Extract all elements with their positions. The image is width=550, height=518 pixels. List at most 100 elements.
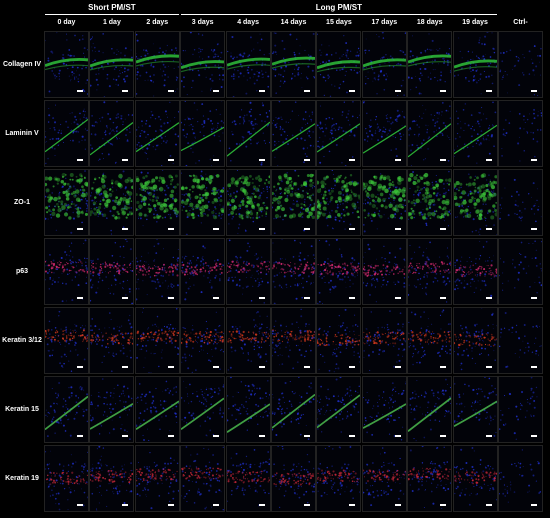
- scale-bar: [304, 366, 310, 368]
- row-label: ZO-1: [14, 198, 30, 206]
- scale-bar: [167, 435, 174, 437]
- scale-bar: [77, 366, 83, 368]
- micrograph-panel: [452, 307, 498, 374]
- micrograph-panel: [361, 100, 407, 167]
- micrograph-panel: [225, 100, 271, 167]
- micrograph-panel: [361, 169, 407, 236]
- micrograph-panel: [452, 238, 498, 305]
- micrograph-panel: [44, 307, 89, 374]
- scale-bar: [349, 90, 356, 92]
- scale-bar: [304, 90, 310, 92]
- micrograph-panel: [44, 31, 89, 98]
- micrograph-panel: [180, 169, 226, 236]
- micrograph-panel: [316, 238, 362, 305]
- micrograph-panel: [271, 31, 316, 98]
- scale-bar: [349, 504, 356, 506]
- micrograph-panel: [452, 31, 498, 98]
- micrograph-panel: [316, 169, 362, 236]
- micrograph-panel: [498, 376, 543, 443]
- scale-bar: [213, 228, 220, 230]
- scale-bar: [440, 366, 447, 368]
- row-label: Collagen IV: [2, 60, 42, 68]
- row-label: Keratin 3/12: [2, 336, 42, 344]
- micrograph-panel: [225, 238, 271, 305]
- scale-bar: [213, 297, 220, 299]
- micrograph-panel: [134, 376, 180, 443]
- micrograph-panel: [271, 376, 316, 443]
- micrograph-panel: [452, 169, 498, 236]
- micrograph-panel: [361, 31, 407, 98]
- micrograph-panel: [407, 169, 453, 236]
- scale-bar: [167, 297, 174, 299]
- scale-bar: [394, 297, 401, 299]
- scale-bar: [440, 297, 447, 299]
- scale-bar: [213, 366, 220, 368]
- scale-bar: [77, 90, 83, 92]
- micrograph-panel: [498, 100, 543, 167]
- micrograph-panel: [361, 307, 407, 374]
- micrograph-panel: [134, 445, 180, 512]
- micrograph-panel: [498, 31, 543, 98]
- row-label: Keratin 19: [5, 474, 39, 482]
- scale-bar: [304, 228, 310, 230]
- micrograph-panel: [407, 100, 453, 167]
- micrograph-panel: [44, 100, 89, 167]
- scale-bar: [77, 159, 83, 161]
- micrograph-panel: [452, 445, 498, 512]
- column-label: 15 days: [326, 19, 352, 26]
- micrograph-panel: [316, 376, 362, 443]
- scale-bar: [213, 435, 220, 437]
- scale-bar: [485, 297, 492, 299]
- micrograph-panel: [316, 307, 362, 374]
- micrograph-panel: [407, 31, 453, 98]
- micrograph-panel: [44, 376, 89, 443]
- scale-bar: [304, 159, 310, 161]
- micrograph-panel: [180, 376, 226, 443]
- column-label: 14 days: [280, 19, 307, 26]
- group-label: Short PM/ST: [88, 3, 136, 12]
- scale-bar: [77, 435, 83, 437]
- micrograph-panel: [361, 445, 407, 512]
- micrograph-panel: [498, 169, 543, 236]
- row-label: Keratin 15: [5, 405, 39, 413]
- micrograph-panel: [498, 445, 543, 512]
- column-label: Ctrl-: [513, 19, 528, 26]
- scale-bar: [213, 90, 220, 92]
- scale-bar: [122, 435, 129, 437]
- scale-bar: [167, 228, 174, 230]
- scale-bar: [394, 228, 401, 230]
- column-label: 17 days: [371, 19, 398, 26]
- micrograph-panel: [180, 445, 226, 512]
- scale-bar: [258, 297, 265, 299]
- row-label: Laminin V: [5, 129, 39, 137]
- scale-bar: [304, 435, 310, 437]
- scale-bar: [531, 228, 537, 230]
- scale-bar: [167, 159, 174, 161]
- scale-bar: [394, 90, 401, 92]
- micrograph-panel: [134, 169, 180, 236]
- scale-bar: [440, 90, 447, 92]
- micrograph-panel: [44, 169, 89, 236]
- micrograph-panel: [316, 31, 362, 98]
- scale-bar: [349, 228, 356, 230]
- micrograph-panel: [361, 238, 407, 305]
- scale-bar: [304, 504, 310, 506]
- scale-bar: [213, 159, 220, 161]
- column-label: 1 day: [102, 19, 121, 26]
- micrograph-panel: [134, 100, 180, 167]
- scale-bar: [394, 366, 401, 368]
- scale-bar: [531, 297, 537, 299]
- scale-bar: [122, 366, 129, 368]
- micrograph-panel: [498, 238, 543, 305]
- column-label: 4 days: [237, 19, 259, 26]
- group-divider: [181, 14, 497, 15]
- scale-bar: [258, 159, 265, 161]
- scale-bar: [258, 366, 265, 368]
- group-label: Long PM/ST: [315, 3, 362, 12]
- scale-bar: [440, 228, 447, 230]
- scale-bar: [122, 297, 129, 299]
- micrograph-panel: [407, 307, 453, 374]
- micrograph-panel: [89, 445, 135, 512]
- scale-bar: [394, 159, 401, 161]
